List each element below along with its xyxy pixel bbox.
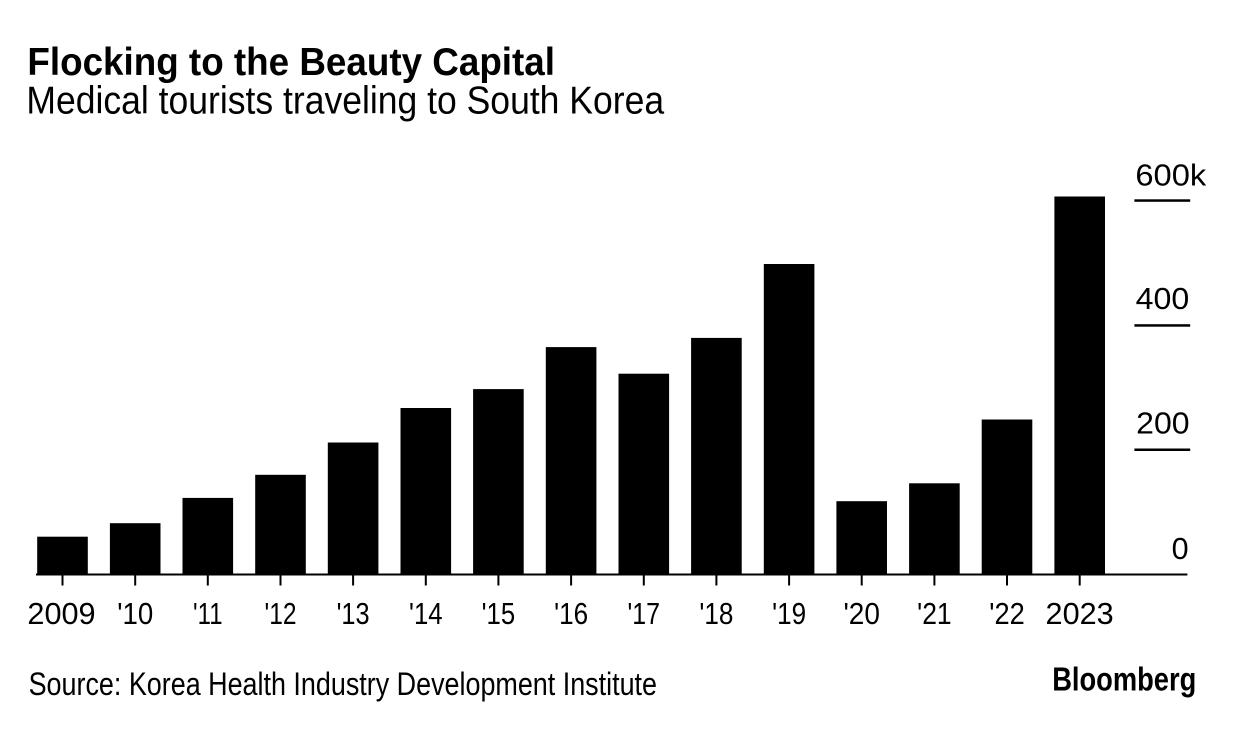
svg-text:400: 400 [1136,282,1190,316]
svg-text:Source: Korea Health Industry: Source: Korea Health Industry Developmen… [29,666,657,702]
svg-text:'12: '12 [265,597,297,631]
svg-text:'16: '16 [554,597,588,631]
svg-text:Bloomberg: Bloomberg [1052,661,1196,698]
svg-text:'22: '22 [989,597,1025,631]
svg-text:'20: '20 [843,597,880,631]
svg-text:600k: 600k [1135,159,1207,193]
svg-text:0: 0 [1172,532,1189,566]
svg-text:2023: 2023 [1046,597,1114,631]
svg-text:'15: '15 [482,597,516,631]
svg-text:'19: '19 [772,597,806,631]
svg-text:200: 200 [1136,407,1189,441]
svg-text:2009: 2009 [27,597,95,631]
svg-text:'17: '17 [628,597,661,631]
svg-text:'14: '14 [409,597,443,631]
svg-text:Flocking to the Beauty Capital: Flocking to the Beauty Capital [27,41,555,84]
svg-text:'11: '11 [193,597,223,631]
svg-text:'13: '13 [337,597,370,631]
svg-text:Medical tourists traveling to: Medical tourists traveling to South Kore… [26,80,664,123]
svg-text:'18: '18 [699,597,733,631]
svg-text:'21: '21 [917,597,952,631]
svg-text:'10: '10 [117,597,153,631]
